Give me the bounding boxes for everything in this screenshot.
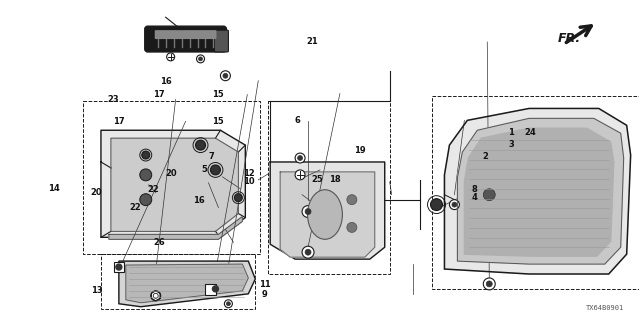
Text: 22: 22 — [129, 203, 141, 212]
Text: 2: 2 — [483, 152, 488, 161]
Circle shape — [151, 291, 161, 301]
Bar — [101, 254, 255, 309]
Text: 1: 1 — [508, 128, 514, 137]
Polygon shape — [126, 264, 248, 303]
Bar — [83, 100, 260, 254]
Text: 26: 26 — [153, 238, 164, 247]
Circle shape — [452, 202, 457, 207]
Circle shape — [295, 170, 305, 180]
Polygon shape — [465, 128, 614, 256]
Polygon shape — [109, 217, 243, 239]
Text: FR.: FR. — [557, 32, 580, 44]
Text: 5: 5 — [201, 165, 207, 174]
Text: 22: 22 — [148, 185, 159, 194]
Circle shape — [486, 281, 492, 287]
Polygon shape — [444, 108, 630, 274]
Circle shape — [140, 194, 152, 206]
Circle shape — [142, 151, 150, 159]
Text: 3: 3 — [508, 140, 514, 148]
Circle shape — [431, 199, 442, 211]
Polygon shape — [280, 172, 375, 257]
Ellipse shape — [308, 190, 342, 239]
Text: 8: 8 — [471, 185, 477, 194]
Circle shape — [234, 194, 243, 202]
Circle shape — [483, 189, 495, 201]
Circle shape — [302, 206, 314, 218]
Circle shape — [305, 209, 311, 214]
Circle shape — [140, 169, 152, 181]
Circle shape — [302, 246, 314, 258]
Text: 21: 21 — [307, 37, 318, 46]
Text: 6: 6 — [295, 116, 301, 125]
Polygon shape — [119, 261, 255, 307]
Circle shape — [347, 195, 357, 204]
Text: 18: 18 — [330, 174, 341, 184]
Text: 24: 24 — [524, 128, 536, 137]
Text: 15: 15 — [212, 90, 224, 99]
Circle shape — [223, 73, 228, 78]
Text: 15: 15 — [212, 117, 224, 126]
Circle shape — [298, 156, 303, 161]
Circle shape — [483, 278, 495, 290]
Circle shape — [196, 55, 205, 63]
Bar — [268, 100, 390, 274]
Text: 25: 25 — [312, 174, 323, 184]
Circle shape — [116, 264, 122, 270]
Text: TX64B0901: TX64B0901 — [586, 305, 623, 311]
Circle shape — [449, 200, 460, 210]
Text: 17: 17 — [153, 90, 164, 99]
Polygon shape — [270, 162, 385, 259]
Circle shape — [220, 71, 230, 81]
Circle shape — [305, 249, 311, 255]
Bar — [114, 262, 124, 272]
Text: 12: 12 — [243, 169, 255, 178]
Text: 23: 23 — [107, 95, 118, 104]
Circle shape — [166, 53, 175, 61]
Polygon shape — [101, 130, 245, 237]
FancyBboxPatch shape — [145, 26, 227, 52]
Bar — [205, 284, 216, 295]
Polygon shape — [111, 138, 238, 231]
Circle shape — [225, 300, 232, 308]
Text: 20: 20 — [166, 169, 177, 178]
FancyBboxPatch shape — [155, 30, 216, 39]
Text: 19: 19 — [354, 146, 365, 155]
Text: 7: 7 — [209, 152, 214, 161]
Text: 13: 13 — [91, 285, 103, 295]
Text: 16: 16 — [160, 77, 172, 86]
Circle shape — [478, 184, 500, 206]
Circle shape — [212, 286, 218, 292]
Circle shape — [198, 57, 202, 61]
Bar — [431, 96, 640, 289]
Text: 20: 20 — [90, 188, 102, 197]
Text: 4: 4 — [471, 193, 477, 202]
Polygon shape — [458, 118, 623, 264]
Text: 14: 14 — [48, 184, 60, 193]
Circle shape — [347, 222, 357, 232]
Text: 17: 17 — [113, 117, 125, 126]
Text: 11: 11 — [259, 280, 271, 289]
Text: 10: 10 — [243, 177, 255, 186]
Circle shape — [227, 302, 230, 306]
Circle shape — [295, 153, 305, 163]
FancyBboxPatch shape — [214, 30, 228, 52]
Text: 9: 9 — [262, 290, 268, 299]
Text: 16: 16 — [193, 196, 205, 205]
Circle shape — [196, 140, 205, 150]
Circle shape — [211, 165, 220, 175]
